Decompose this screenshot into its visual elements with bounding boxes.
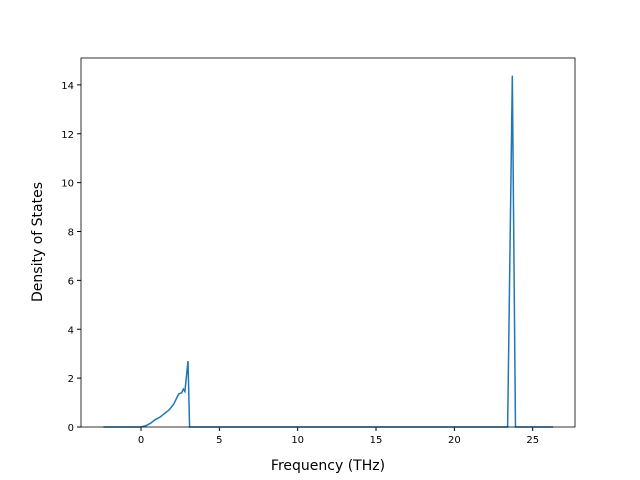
x-axis-label: Frequency (THz) bbox=[271, 458, 385, 474]
x-tick-label: 10 bbox=[291, 435, 304, 446]
x-tick-label: 15 bbox=[370, 435, 383, 446]
y-tick-label: 6 bbox=[68, 276, 74, 287]
x-tick-label: 20 bbox=[448, 435, 461, 446]
y-tick-label: 4 bbox=[68, 325, 74, 336]
y-tick-label: 0 bbox=[68, 423, 74, 434]
y-tick-label: 10 bbox=[61, 179, 74, 190]
y-tick-label: 12 bbox=[61, 130, 74, 141]
plot-frame bbox=[80, 57, 576, 428]
y-tick-label: 14 bbox=[61, 81, 74, 92]
x-tick-label: 5 bbox=[216, 435, 222, 446]
x-tick-label: 25 bbox=[526, 435, 539, 446]
x-tick-label: 0 bbox=[138, 435, 144, 446]
y-tick-label: 2 bbox=[68, 374, 74, 385]
y-tick-label: 8 bbox=[68, 228, 74, 239]
y-axis-label: Density of States bbox=[30, 182, 46, 302]
line-series bbox=[103, 75, 554, 428]
